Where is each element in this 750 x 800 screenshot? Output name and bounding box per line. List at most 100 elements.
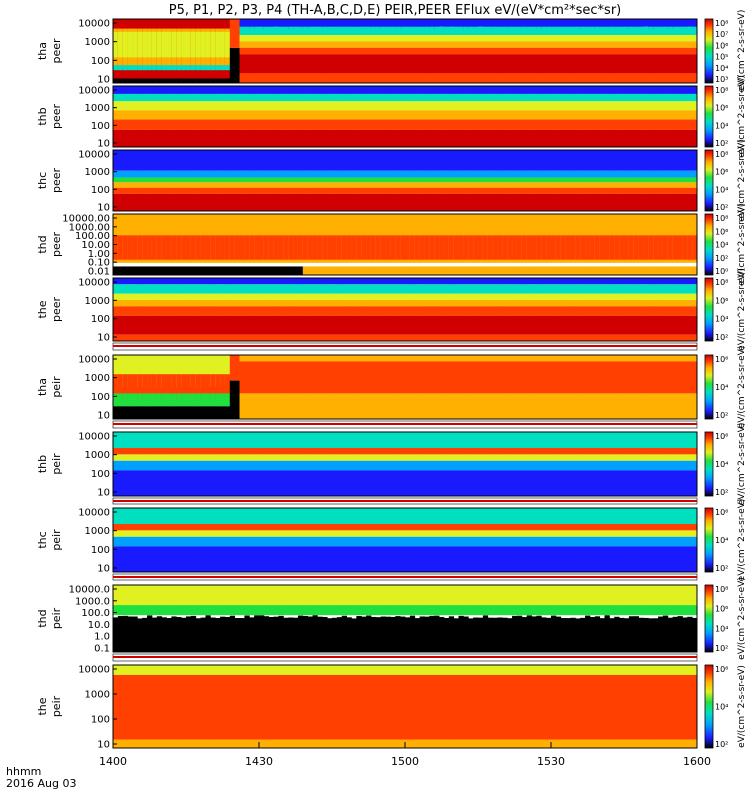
spectrogram-cell — [555, 41, 562, 48]
spectrogram-cell — [366, 306, 372, 316]
spectrogram-cell — [531, 334, 537, 341]
spectrogram-cell — [385, 101, 391, 111]
spectrogram-cell — [244, 19, 250, 29]
spectrogram-cell — [492, 355, 498, 362]
spectrogram-cell — [643, 182, 649, 188]
spectrogram-cell — [137, 460, 143, 471]
spectrogram-cell — [463, 177, 469, 183]
spectrogram-cell — [419, 177, 425, 183]
spectrogram-cell — [658, 86, 664, 94]
spectrogram-cell — [302, 73, 309, 83]
spectrogram-cell — [677, 470, 683, 496]
spectrogram-cell — [142, 470, 148, 496]
spectrogram-cell — [526, 470, 532, 496]
spectrogram-cell — [633, 235, 639, 260]
spectrogram-cell — [117, 334, 124, 341]
spectrogram-cell — [390, 19, 396, 29]
spectrogram-cell — [186, 78, 192, 83]
spectrogram-cell — [395, 129, 401, 147]
spectrogram-cell — [113, 470, 119, 496]
spectrogram-cell — [468, 73, 474, 83]
spectrogram-cell — [580, 26, 586, 35]
spectrogram-cell — [497, 530, 503, 537]
spectrogram-cell — [638, 150, 644, 171]
spectrogram-cell — [507, 278, 513, 285]
spectrogram-cell — [677, 393, 683, 419]
spectrogram-cell — [122, 300, 128, 307]
spectrogram-cell — [297, 306, 304, 316]
spectrogram-cell — [370, 524, 377, 531]
spectrogram-cell — [429, 460, 435, 471]
spectrogram-cell — [414, 355, 420, 362]
spectrogram-cell — [546, 101, 552, 111]
spectrogram-cell — [658, 35, 664, 42]
spectrogram-cell — [653, 193, 659, 211]
spectrogram-cell — [361, 235, 367, 260]
spectrogram-cell — [366, 508, 372, 524]
spectrogram-cell — [536, 393, 542, 419]
spectrogram-cell — [151, 119, 158, 130]
spectrogram-cell — [249, 355, 255, 362]
spectrogram-cell — [643, 170, 649, 178]
spectrogram-cell — [156, 235, 163, 260]
spectrogram-cell — [317, 101, 323, 111]
spectrogram-cell — [322, 47, 328, 55]
spectrogram-cell — [200, 266, 206, 275]
spectrogram-cell — [585, 129, 591, 147]
spectrogram-cell — [526, 460, 532, 471]
spectrogram-cell — [633, 460, 639, 471]
spectrogram-cell — [443, 278, 450, 285]
spectrogram-cell — [643, 47, 649, 55]
spectrogram-cell — [443, 187, 450, 194]
spectrogram-cell — [448, 546, 455, 572]
spectrogram-cell — [268, 546, 274, 572]
spectrogram-cell — [317, 182, 323, 188]
spectrogram-cell — [113, 406, 119, 419]
spectrogram-cell — [429, 187, 435, 194]
spectrogram-cell — [687, 170, 693, 178]
spectrogram-cell — [648, 300, 654, 307]
spectrogram-cell — [580, 86, 586, 94]
spectrogram-cell — [351, 86, 357, 94]
spectrogram-cell — [677, 187, 683, 194]
spectrogram-cell — [195, 235, 201, 260]
spectrogram-cell — [249, 448, 255, 455]
spectrogram-cell — [181, 284, 187, 294]
spectrogram-cell — [439, 306, 445, 316]
spectrogram-cell — [677, 177, 683, 183]
spectrogram-cell — [507, 235, 513, 260]
spectrogram-cell — [555, 19, 562, 28]
spectrogram-cell — [599, 35, 605, 42]
spectrogram-cell — [151, 86, 158, 94]
spectrogram-cell — [254, 530, 260, 537]
spectrogram-cell — [589, 182, 596, 188]
spectrogram-cell — [341, 454, 347, 461]
spectrogram-cell — [210, 170, 216, 178]
spectrogram-cell — [482, 293, 489, 301]
spectrogram-cell — [161, 170, 167, 178]
spectrogram-cell — [677, 19, 683, 28]
spectrogram-cell — [380, 546, 386, 572]
spectrogram-cell — [249, 536, 255, 547]
spectrogram-cell — [356, 54, 362, 74]
spectrogram-cell — [619, 470, 625, 496]
spectrogram-cell — [429, 177, 435, 183]
spectrogram-cell — [278, 54, 284, 74]
spectrogram-cell — [643, 454, 649, 461]
spectrogram-cell — [687, 110, 693, 120]
spectrogram-cell — [677, 454, 683, 461]
spectrogram-cell — [205, 306, 211, 316]
spectrogram-cell — [555, 454, 562, 461]
spectrogram-cell — [487, 315, 493, 335]
spectrogram-cell — [332, 54, 338, 74]
spectrogram-cell — [473, 546, 479, 572]
spectrogram-cell — [580, 460, 586, 471]
spectrogram-cell — [531, 182, 537, 188]
spectrogram-cell — [473, 110, 479, 120]
spectrogram-cell — [536, 47, 542, 55]
spectrogram-cell — [662, 35, 669, 42]
spectrogram-cell — [259, 530, 265, 537]
spectrogram-cell — [585, 93, 591, 102]
spectrogram-cell — [658, 315, 664, 335]
spectrogram-cell — [137, 334, 143, 341]
